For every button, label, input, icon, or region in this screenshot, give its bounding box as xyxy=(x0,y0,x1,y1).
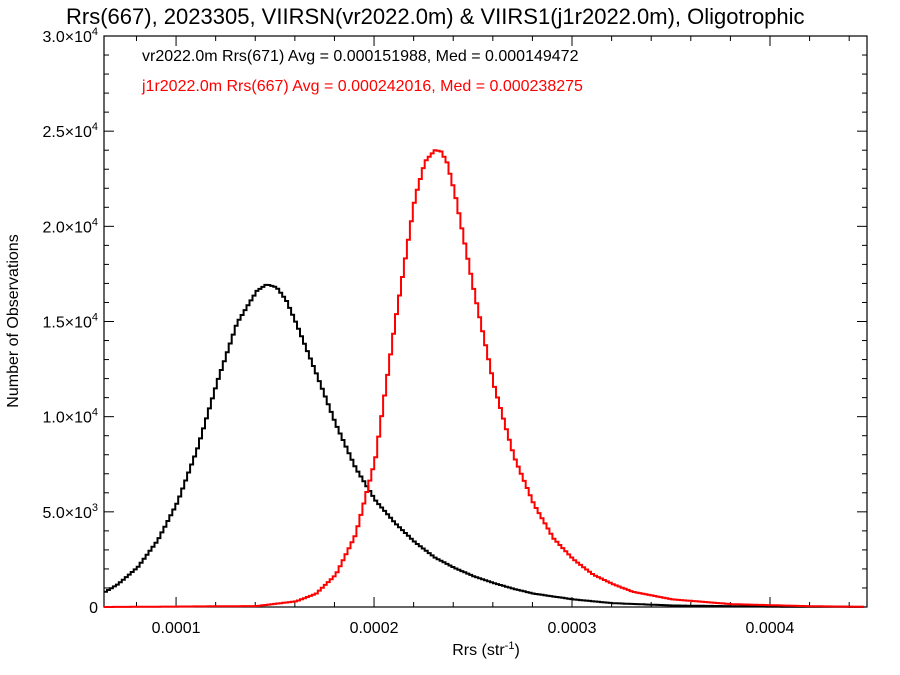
y-tick-label: 1.0×104 xyxy=(42,407,98,427)
x-axis-label: Rrs (str-1) xyxy=(452,640,520,659)
x-tick-label: 0.0002 xyxy=(350,620,399,637)
chart-title: Rrs(667), 2023305, VIIRSN(vr2022.0m) & V… xyxy=(66,4,805,29)
y-tick-label: 1.5×104 xyxy=(42,312,98,332)
stats-annotation-2: j1r2022.0m Rrs(667) Avg = 0.000242016, M… xyxy=(141,78,583,95)
x-tick-label: 0.0004 xyxy=(746,620,795,637)
y-axis-label: Number of Observations xyxy=(5,234,22,407)
x-axis-ticks: 0.0001 0.0002 0.0003 0.0004 xyxy=(135,36,850,637)
series-line-2 xyxy=(104,149,865,608)
x-axis-label-close: ) xyxy=(514,642,519,659)
series-layer xyxy=(104,149,865,608)
x-axis-label-sup: -1 xyxy=(505,640,515,652)
y-tick-label: 2.5×104 xyxy=(42,121,98,141)
y-tick-label: 3.0×104 xyxy=(42,26,98,46)
plot-frame xyxy=(103,35,868,608)
y-tick-label: 5.0×103 xyxy=(42,502,98,522)
stats-annotations: vr2022.0m Rrs(671) Avg = 0.000151988, Me… xyxy=(141,48,583,95)
x-axis-label-text: Rrs (str xyxy=(452,642,505,659)
x-tick-label: 0.0003 xyxy=(548,620,597,637)
y-tick-label: 0 xyxy=(89,600,98,617)
y-tick-label: 2.0×104 xyxy=(42,216,98,236)
series-line-1 xyxy=(104,283,865,608)
stats-annotation-1: vr2022.0m Rrs(671) Avg = 0.000151988, Me… xyxy=(142,48,579,65)
x-tick-label: 0.0001 xyxy=(152,620,201,637)
y-axis-ticks: 0 5.0×103 1.0×104 1.5×104 2.0×104 2.5×104 3.0×… xyxy=(42,26,867,617)
